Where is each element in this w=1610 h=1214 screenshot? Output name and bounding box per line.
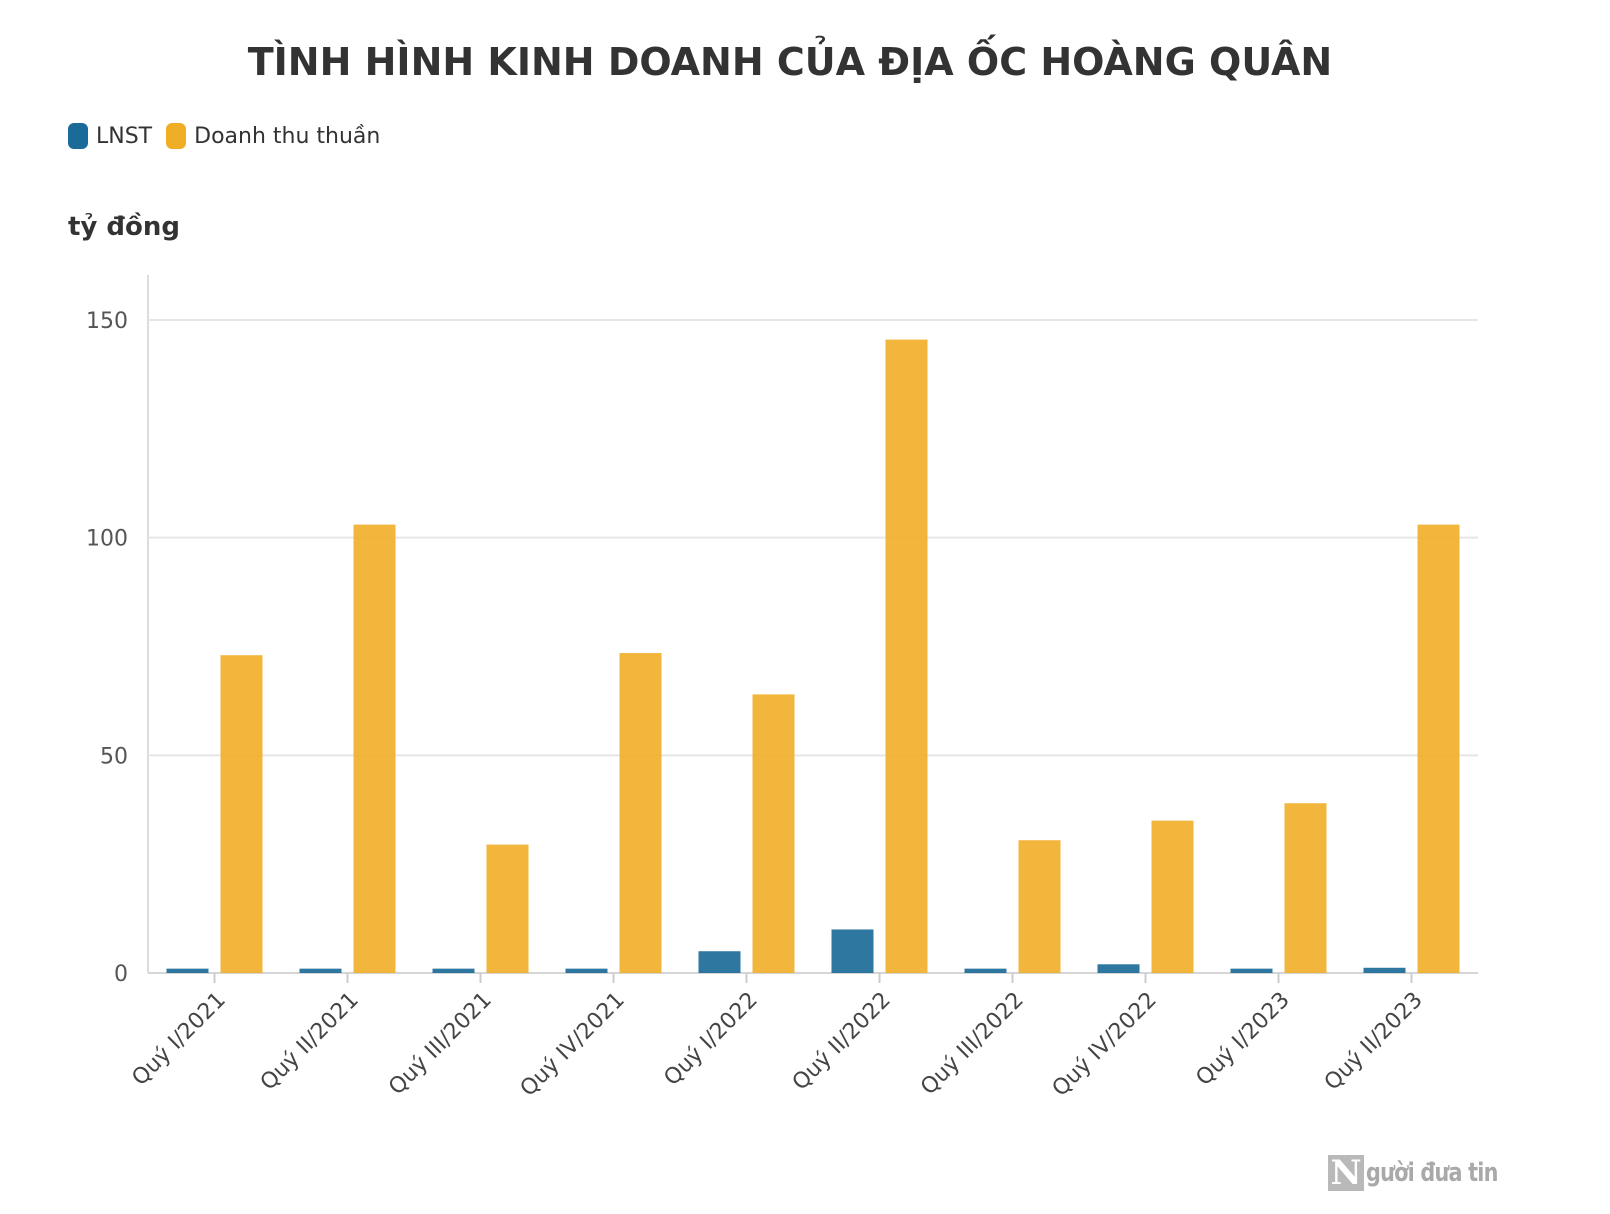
x-tick-label: Quý I/2023 [1191,988,1294,1091]
legend-item-doanh-thu[interactable]: Doanh thu thuần [166,123,380,149]
bar-lnst-7 [964,968,1007,973]
y-tick-label-100: 100 [86,527,128,552]
legend-swatch-lnst [68,123,88,149]
watermark-initial: N [1328,1155,1364,1191]
legend-label-lnst: LNST [96,123,153,149]
y-tick-label-150: 150 [86,309,128,334]
x-tick-label: Quý III/2021 [384,988,497,1101]
legend-item-lnst[interactable]: LNST [68,123,152,149]
x-tick-label: Quý IV/2021 [516,988,630,1102]
x-tick-label: Quý II/2022 [788,988,896,1096]
watermark-text: gười đưa tin [1366,1158,1498,1188]
bar-lnst-6 [831,929,874,973]
x-tick-label: Quý I/2022 [659,988,762,1091]
bar-doanh-thu-8 [1151,820,1194,973]
bar-doanh-thu-1 [220,655,263,973]
x-tick-label: Quý II/2021 [256,988,364,1096]
y-axis-unit-label: tỷ đồng [68,212,181,242]
bar-doanh-thu-6 [885,339,928,974]
bar-doanh-thu-10 [1417,524,1460,973]
bar-lnst-4 [565,968,608,973]
x-tick-label: Quý IV/2022 [1048,988,1162,1102]
bar-lnst-5 [698,951,741,973]
x-tick-label: Quý I/2021 [127,988,230,1091]
bar-doanh-thu-3 [486,844,529,973]
bar-doanh-thu-2 [353,524,396,973]
bar-lnst-9 [1230,968,1273,973]
chart-title: TÌNH HÌNH KINH DOANH CỦA ĐỊA ỐC HOÀNG QU… [247,40,1333,84]
bar-lnst-1 [166,968,209,973]
bar-doanh-thu-9 [1284,803,1327,973]
watermark-logo: N gười đưa tin [1328,1155,1531,1191]
bar-lnst-2 [299,968,342,973]
x-tick-label: Quý III/2022 [916,988,1029,1101]
bar-lnst-10 [1363,967,1406,973]
legend-swatch-doanh-thu [166,123,187,149]
x-tick-label: Quý II/2023 [1320,988,1428,1096]
legend-label-doanh-thu: Doanh thu thuần [194,123,381,149]
y-tick-label-0: 0 [114,962,128,987]
bar-doanh-thu-5 [752,694,795,973]
bar-lnst-3 [432,968,475,973]
bar-doanh-thu-4 [619,653,662,973]
y-tick-label-50: 50 [100,744,128,769]
bar-doanh-thu-7 [1018,840,1061,973]
legend: LNST Doanh thu thuần [68,123,380,149]
bar-lnst-8 [1097,964,1140,973]
